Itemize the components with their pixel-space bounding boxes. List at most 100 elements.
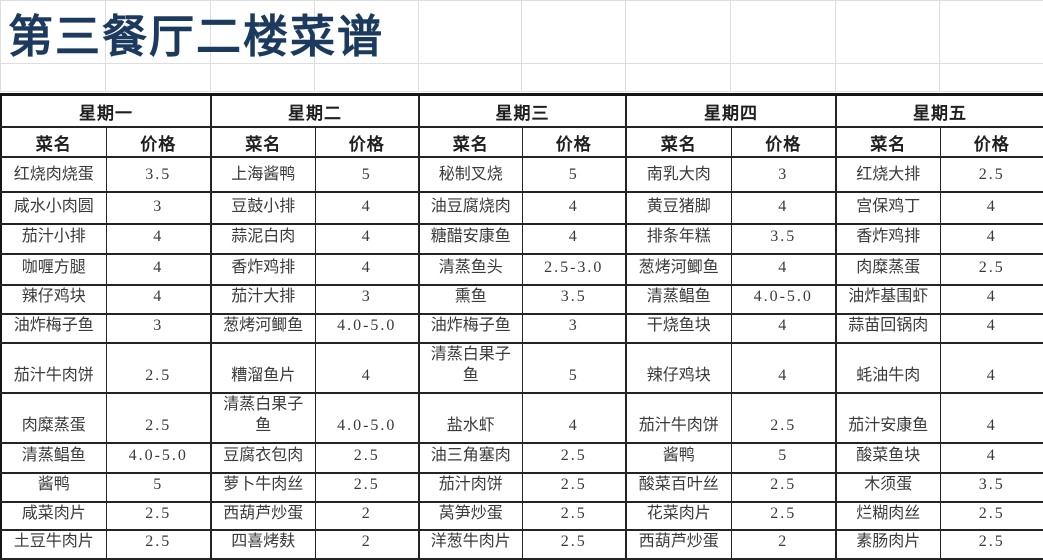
dish-name-cell: 茄汁牛肉饼 xyxy=(626,393,731,443)
grid-cell xyxy=(106,64,211,92)
grid-cell xyxy=(522,1,626,64)
dish-price-cell: 4 xyxy=(940,443,1043,473)
dish-price-cell: 3 xyxy=(106,314,211,343)
grid-row xyxy=(1,64,1043,92)
grid-cell xyxy=(836,64,940,92)
dish-price-cell: 2.5 xyxy=(106,502,211,531)
grid-cell xyxy=(626,64,731,92)
dish-price-cell: 2.5 xyxy=(522,473,626,502)
dish-name-cell: 油炸基围虾 xyxy=(836,285,940,314)
dish-price-cell: 2.5 xyxy=(731,502,836,531)
dish-price-cell: 4 xyxy=(106,224,211,254)
dish-price-cell: 4 xyxy=(106,254,211,285)
dish-name-cell: 油炸梅子鱼 xyxy=(1,314,106,343)
dish-name-cell: 酸菜百叶丝 xyxy=(626,473,731,502)
dish-name-cell: 茄汁安康鱼 xyxy=(836,393,940,443)
dish-price-cell: 3 xyxy=(315,285,419,314)
dish-price-cell: 2.5 xyxy=(106,393,211,443)
dish-price-cell: 4.0-5.0 xyxy=(315,314,419,343)
dish-price-cell: 3.5 xyxy=(522,285,626,314)
dish-name-cell: 咸水小肉圆 xyxy=(1,192,106,224)
name-column-header: 菜名 xyxy=(419,127,522,157)
name-column-header: 菜名 xyxy=(211,127,315,157)
price-column-header: 价格 xyxy=(315,127,419,157)
dish-name-cell: 茄汁大排 xyxy=(211,285,315,314)
day-header-2: 星期二 xyxy=(211,95,419,128)
dish-price-cell: 2.5 xyxy=(940,502,1043,531)
dish-name-cell: 排条年糕 xyxy=(626,224,731,254)
dish-price-cell: 3 xyxy=(731,157,836,192)
grid-cell xyxy=(940,64,1043,92)
dish-name-cell: 豆鼓小排 xyxy=(211,192,315,224)
title-area: 第三餐厅二楼菜谱 xyxy=(0,0,1043,93)
dish-price-cell: 5 xyxy=(106,473,211,502)
dish-name-cell: 糖醋安康鱼 xyxy=(419,224,522,254)
dish-price-cell: 4 xyxy=(731,314,836,343)
dish-name-cell: 油三角塞肉 xyxy=(419,443,522,473)
dish-name-cell: 西葫芦炒蛋 xyxy=(211,502,315,531)
dish-name-cell: 洋葱牛肉片 xyxy=(419,530,522,559)
price-column-header: 价格 xyxy=(522,127,626,157)
dish-name-cell: 熏鱼 xyxy=(419,285,522,314)
dish-price-cell: 2.5 xyxy=(940,157,1043,192)
dish-name-cell: 酱鸭 xyxy=(1,473,106,502)
dish-name-cell: 酱鸭 xyxy=(626,443,731,473)
dish-name-cell: 辣仔鸡块 xyxy=(626,343,731,393)
dish-price-cell: 3.5 xyxy=(940,473,1043,502)
dish-name-cell: 葱烤河鲫鱼 xyxy=(211,314,315,343)
dish-name-cell: 豆腐衣包肉 xyxy=(211,443,315,473)
dish-price-cell: 2.5 xyxy=(522,443,626,473)
dish-price-cell: 4 xyxy=(315,254,419,285)
dish-name-cell: 茄汁肉饼 xyxy=(419,473,522,502)
dish-price-cell: 4 xyxy=(315,224,419,254)
dish-name-cell: 清蒸鲳鱼 xyxy=(626,285,731,314)
name-column-header: 菜名 xyxy=(626,127,731,157)
dish-name-cell: 辣仔鸡块 xyxy=(1,285,106,314)
name-column-header: 菜名 xyxy=(1,127,106,157)
dish-name-cell: 蒜苗回锅肉 xyxy=(836,314,940,343)
dish-name-cell: 上海酱鸭 xyxy=(211,157,315,192)
dish-name-cell: 酸菜鱼块 xyxy=(836,443,940,473)
dish-name-cell: 烂糊肉丝 xyxy=(836,502,940,531)
day-header-5: 星期五 xyxy=(836,95,1043,128)
dish-price-cell: 5 xyxy=(315,157,419,192)
dish-name-cell: 油豆腐烧肉 xyxy=(419,192,522,224)
dish-price-cell: 3.5 xyxy=(731,224,836,254)
day-header-1: 星期一 xyxy=(1,95,211,128)
dish-name-cell: 葱烤河鲫鱼 xyxy=(626,254,731,285)
dish-name-cell: 西葫芦炒蛋 xyxy=(626,530,731,559)
dish-name-cell: 土豆牛肉片 xyxy=(1,530,106,559)
dish-price-cell: 2.5 xyxy=(522,502,626,531)
dish-name-cell: 肉糜蒸蛋 xyxy=(836,254,940,285)
dish-name-cell: 木须蛋 xyxy=(836,473,940,502)
dish-name-cell: 咸菜肉片 xyxy=(1,502,106,531)
day-header-4: 星期四 xyxy=(626,95,836,128)
dish-price-cell: 4 xyxy=(940,393,1043,443)
dish-name-cell: 红烧肉烧蛋 xyxy=(1,157,106,192)
dish-name-cell: 四喜烤麸 xyxy=(211,530,315,559)
dish-price-cell: 2.5-3.0 xyxy=(522,254,626,285)
dish-price-cell: 4 xyxy=(522,224,626,254)
dish-price-cell: 2.5 xyxy=(731,473,836,502)
grid-cell xyxy=(731,1,836,64)
dish-price-cell: 4 xyxy=(731,343,836,393)
menu-table: 星期一星期二星期三星期四星期五菜名价格菜名价格菜名价格菜名价格菜名价格 红烧肉烧… xyxy=(0,93,1043,560)
dish-price-cell: 4 xyxy=(522,192,626,224)
dish-price-cell: 4.0-5.0 xyxy=(731,285,836,314)
dish-name-cell: 红烧大排 xyxy=(836,157,940,192)
price-column-header: 价格 xyxy=(106,127,211,157)
name-column-header: 菜名 xyxy=(836,127,940,157)
dish-price-cell: 2.5 xyxy=(315,443,419,473)
subheader-row: 菜名价格菜名价格菜名价格菜名价格菜名价格 xyxy=(1,127,1043,157)
dish-name-cell: 香炸鸡排 xyxy=(211,254,315,285)
dish-price-cell: 5 xyxy=(731,443,836,473)
grid-cell xyxy=(522,64,626,92)
dish-price-cell: 4 xyxy=(522,393,626,443)
